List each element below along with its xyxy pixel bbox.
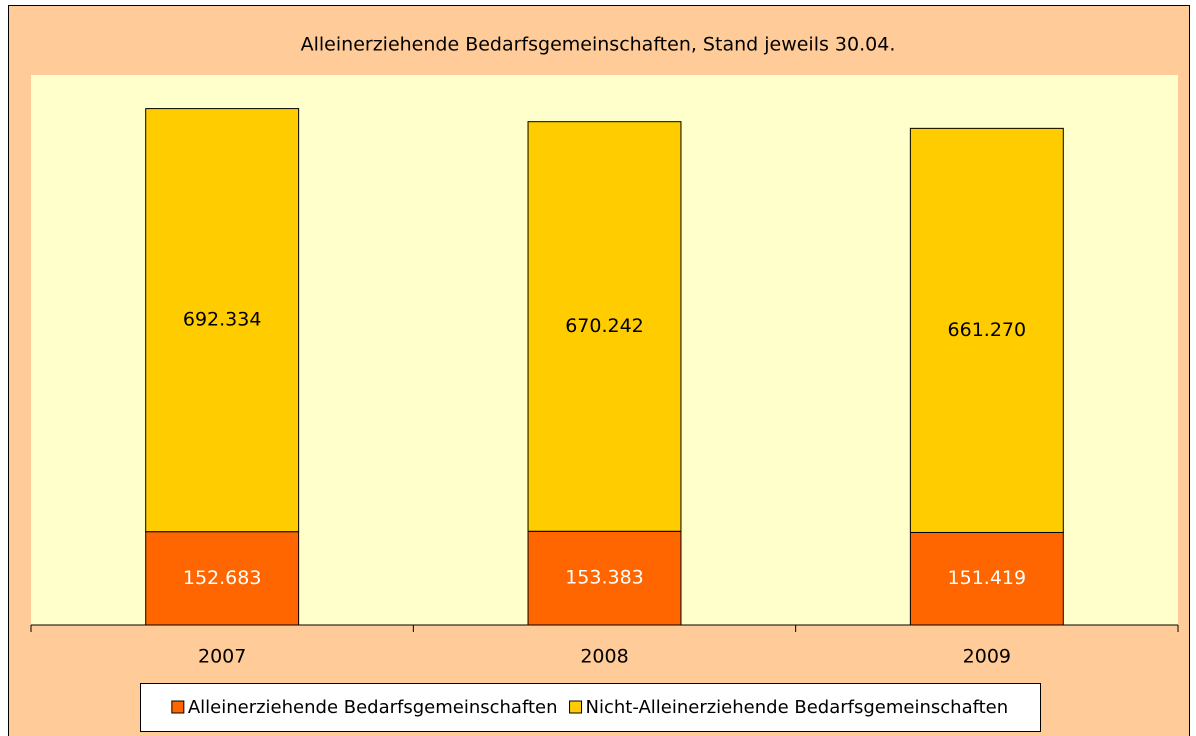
- bar-segment: [145, 108, 300, 533]
- data-label: 151.419: [948, 567, 1027, 589]
- data-label: 661.270: [948, 319, 1027, 341]
- data-label: 670.242: [565, 315, 644, 337]
- data-label: 153.383: [565, 567, 644, 589]
- data-label: 152.683: [183, 567, 262, 589]
- legend-label: Alleinerziehende Bedarfsgemeinschaften: [188, 697, 558, 718]
- legend-label: Nicht-Alleinerziehende Bedarfsgemeinscha…: [586, 697, 1009, 718]
- x-tick-label: 2007: [198, 646, 246, 668]
- bar-segment: [527, 121, 682, 532]
- bar-segment: [909, 127, 1064, 533]
- bar-segment: [909, 531, 1064, 626]
- legend: [140, 683, 1041, 732]
- legend-swatch: [171, 700, 185, 714]
- chart-title: Alleinerziehende Bedarfsgemeinschaften, …: [301, 34, 896, 56]
- data-label: 692.334: [183, 309, 262, 331]
- legend-swatch: [569, 700, 583, 714]
- x-tick-label: 2009: [963, 646, 1011, 668]
- x-tick-label: 2008: [580, 646, 628, 668]
- bar-segment: [145, 531, 300, 626]
